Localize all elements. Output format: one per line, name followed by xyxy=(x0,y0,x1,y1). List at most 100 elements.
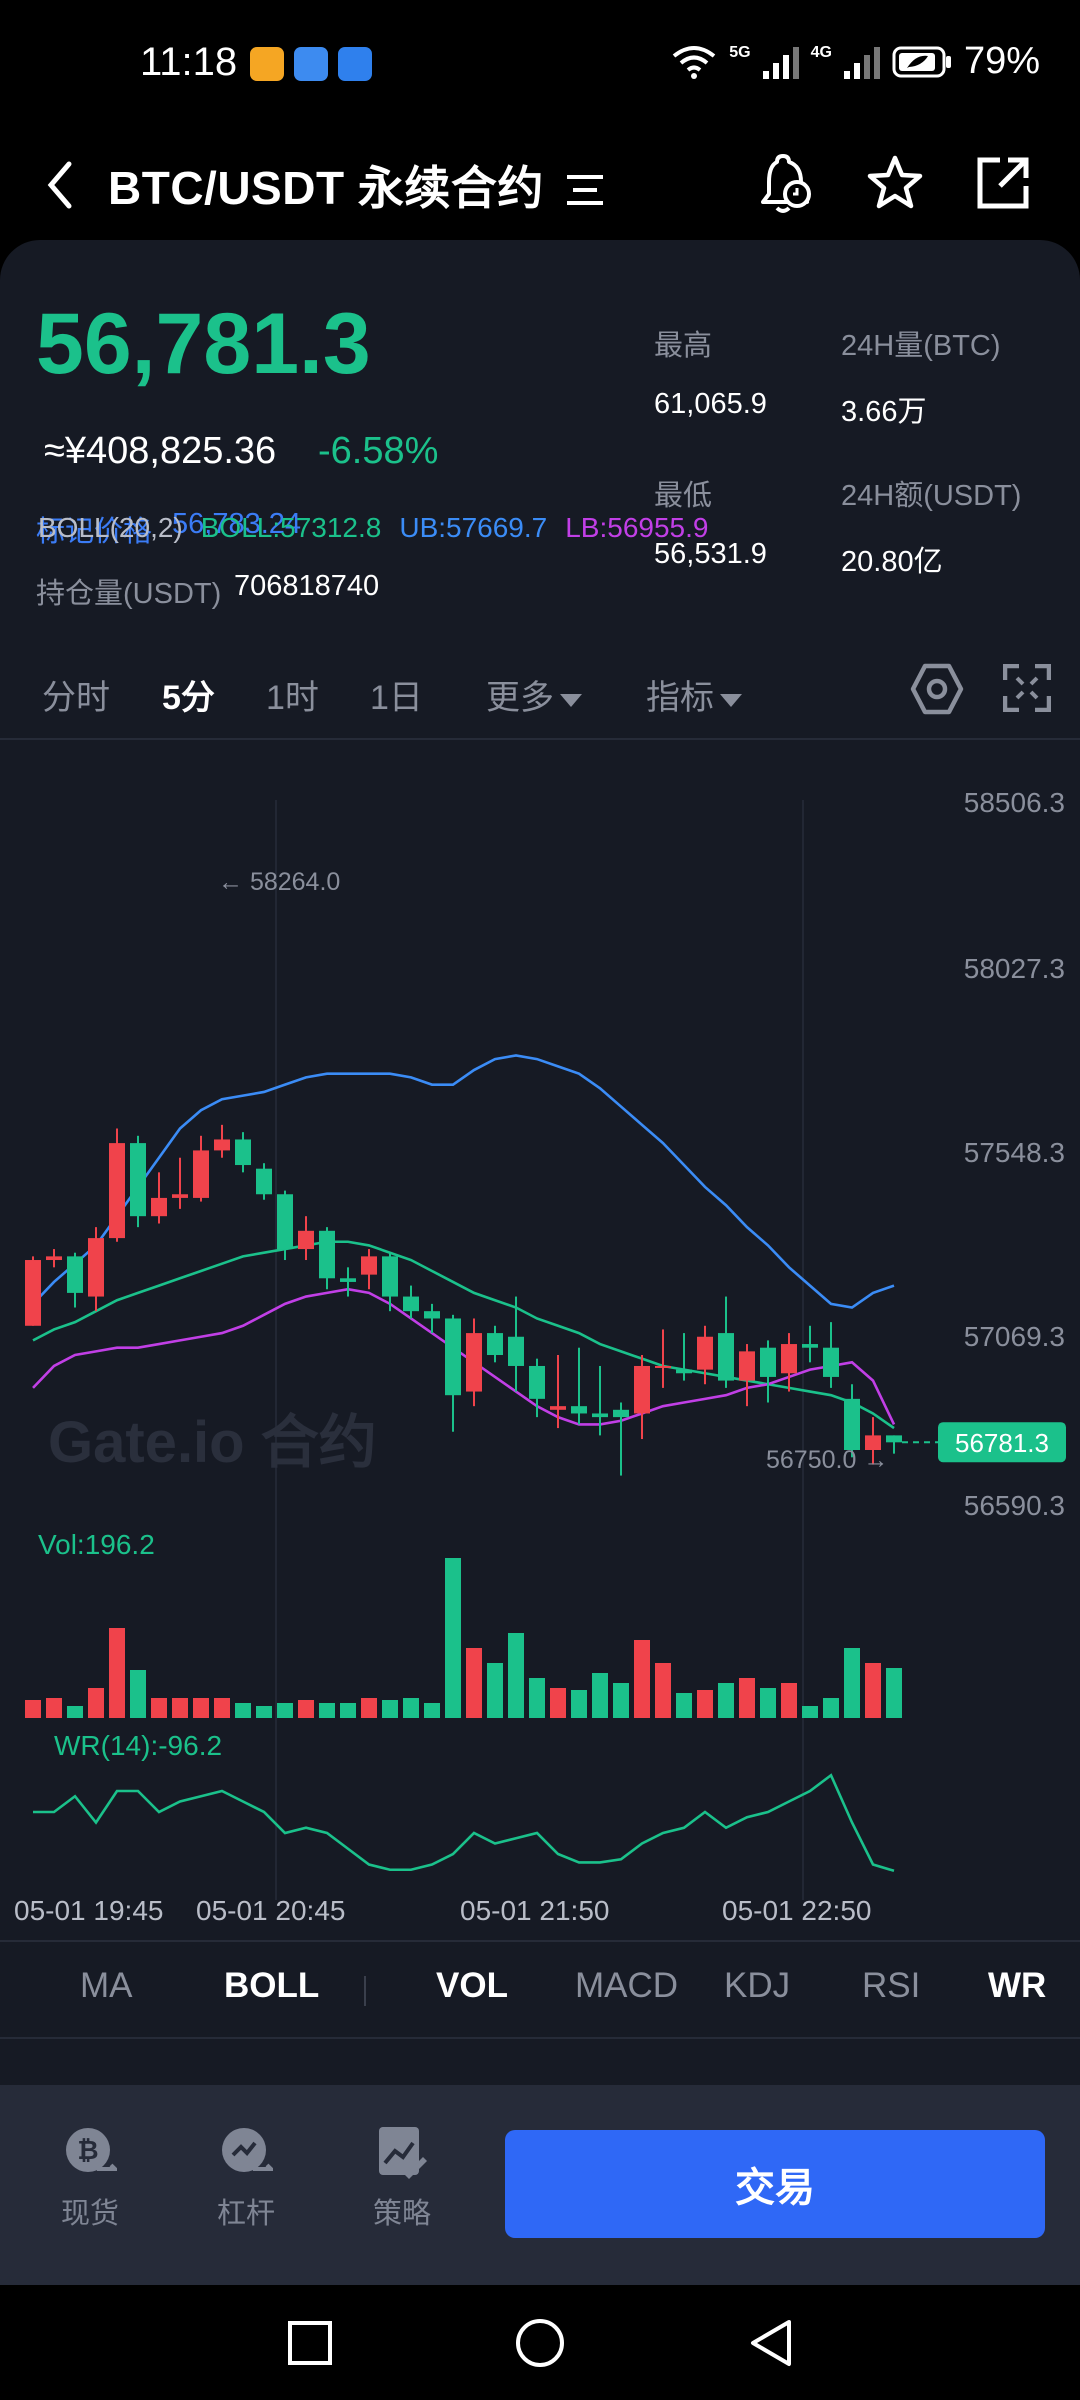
last-price: 56,781.3 xyxy=(36,296,371,392)
tab-1d[interactable]: 1日 xyxy=(370,679,423,717)
chart-settings-button[interactable] xyxy=(910,662,964,721)
spot-button[interactable]: ₿ 现货 xyxy=(30,2125,150,2232)
volume-bar xyxy=(151,1698,167,1718)
caret-down-icon xyxy=(720,693,742,707)
price-markers: ← 58264.0 56750.0 → 56781.3 xyxy=(218,868,1066,1474)
tabs-divider xyxy=(0,738,1080,740)
tab-more[interactable]: 更多 xyxy=(486,670,582,719)
back-nav-button[interactable] xyxy=(740,2313,800,2373)
candle-body xyxy=(193,1150,209,1198)
volume-bar xyxy=(865,1663,881,1718)
volume-bar xyxy=(256,1706,272,1718)
candle-body xyxy=(151,1197,167,1217)
strategy-button[interactable]: 策略 xyxy=(342,2125,462,2232)
boll-legend: BOLL(20,2) BOLL:57312.8 UB:57669.7 LB:56… xyxy=(38,512,708,544)
last-price-label: 56781.3 xyxy=(955,1428,1049,1458)
favorite-button[interactable] xyxy=(860,148,930,218)
volume-bar xyxy=(298,1700,314,1718)
y-tick-label: 58027.3 xyxy=(964,953,1065,984)
tab-rsi[interactable]: RSI xyxy=(862,1966,921,2005)
mark-price-value: 56,783.24 xyxy=(172,508,302,540)
candle-body xyxy=(592,1413,608,1418)
share-button[interactable] xyxy=(968,148,1038,218)
spot-label: 现货 xyxy=(60,2198,119,2230)
network-5g-label: 5G xyxy=(729,43,751,61)
mark-price-label[interactable]: 标记价格 xyxy=(36,516,153,548)
tab-time-share[interactable]: 分时 xyxy=(42,679,110,717)
volume-bar xyxy=(319,1703,335,1718)
volume-bar xyxy=(193,1698,209,1718)
volume-bar xyxy=(214,1698,230,1718)
volume-bar xyxy=(361,1698,377,1718)
tab-boll[interactable]: BOLL xyxy=(224,1966,320,2005)
tab-1h[interactable]: 1时 xyxy=(266,679,319,717)
price-alert-button[interactable] xyxy=(750,148,820,218)
volume-bar xyxy=(235,1703,251,1718)
status-app-icons xyxy=(250,47,372,81)
candle-body xyxy=(886,1435,902,1443)
fullscreen-button[interactable] xyxy=(1002,663,1052,717)
candle-body xyxy=(823,1347,839,1377)
volume-bar xyxy=(592,1673,608,1718)
candle-body xyxy=(739,1351,755,1381)
strategy-label: 策略 xyxy=(372,2198,431,2230)
volume-usdt-label: 24H额(USDT) xyxy=(841,480,1022,512)
candle-body xyxy=(235,1139,251,1166)
candle-body xyxy=(844,1398,860,1451)
volume-bar xyxy=(844,1648,860,1718)
back-button[interactable] xyxy=(30,150,90,220)
margin-button[interactable]: 杠杆 xyxy=(186,2125,306,2232)
svg-text:₿: ₿ xyxy=(77,2135,98,2165)
volume-bar xyxy=(886,1668,902,1718)
candle-body xyxy=(46,1256,62,1261)
kline-chart[interactable]: Gate.io 合约 58506.358027.357548.357069.35… xyxy=(0,0,1080,1940)
network-4g-label: 4G xyxy=(810,43,832,61)
candle-body xyxy=(865,1435,881,1451)
volume-bar xyxy=(802,1706,818,1718)
bitcoin-icon: ₿ xyxy=(66,2128,120,2172)
page-title[interactable]: BTC/USDT 永续合约 xyxy=(108,152,605,218)
candle-body xyxy=(508,1336,524,1366)
chevron-left-icon xyxy=(47,161,72,209)
wr-line xyxy=(33,1773,895,1873)
bottom-action-bar: ₿ 现货 杠杆 策略 交易 xyxy=(0,2085,1080,2285)
home-button[interactable] xyxy=(510,2313,570,2373)
caret-down-icon xyxy=(560,693,582,707)
status-indicators: 5G 4G 79% xyxy=(671,40,1040,83)
volume-bar xyxy=(340,1703,356,1718)
signal-icon xyxy=(843,46,880,79)
candle-body xyxy=(613,1409,629,1418)
candle-body xyxy=(67,1256,83,1293)
signal-icon xyxy=(762,46,799,79)
tab-indicator[interactable]: 指标 xyxy=(646,670,742,719)
boll-lower-band xyxy=(32,1287,896,1426)
candle-body xyxy=(466,1333,482,1392)
tab-5m[interactable]: 5分 xyxy=(162,679,215,717)
tab-wr[interactable]: WR xyxy=(988,1966,1047,2005)
candle-body xyxy=(718,1333,734,1381)
low-label: 最低 xyxy=(654,480,713,512)
recents-button[interactable] xyxy=(280,2313,340,2373)
watermark: Gate.io 合约 xyxy=(48,1410,377,1475)
tab-ma[interactable]: MA xyxy=(80,1966,133,2005)
status-time: 11:18 xyxy=(140,40,238,84)
tab-more-label: 更多 xyxy=(486,679,554,717)
tab-macd[interactable]: MACD xyxy=(575,1966,679,2005)
trade-button[interactable]: 交易 xyxy=(505,2130,1045,2238)
y-tick-label: 58506.3 xyxy=(964,787,1065,818)
candle-body xyxy=(340,1278,356,1282)
candle-body xyxy=(319,1230,335,1279)
volume-bar xyxy=(508,1633,524,1718)
indicator-tabs: MA BOLL VOL MACD KDJ RSI WR xyxy=(0,1940,1080,2040)
interval-tabs: 分时 5分 1时 1日 更多 指标 xyxy=(0,660,1080,720)
x-tick-label: 05-01 19:45 xyxy=(14,1895,163,1926)
tab-vol[interactable]: VOL xyxy=(436,1966,508,2005)
tab-kdj[interactable]: KDJ xyxy=(724,1966,791,2005)
volume-bar xyxy=(403,1698,419,1718)
page-header: BTC/USDT 永续合约 xyxy=(0,130,1080,240)
strategy-chart-icon xyxy=(379,2127,427,2179)
y-tick-label: 57069.3 xyxy=(964,1321,1065,1352)
alert-bell-icon xyxy=(761,154,811,213)
volume-bar xyxy=(613,1683,629,1718)
x-tick-label: 05-01 21:50 xyxy=(460,1895,609,1926)
